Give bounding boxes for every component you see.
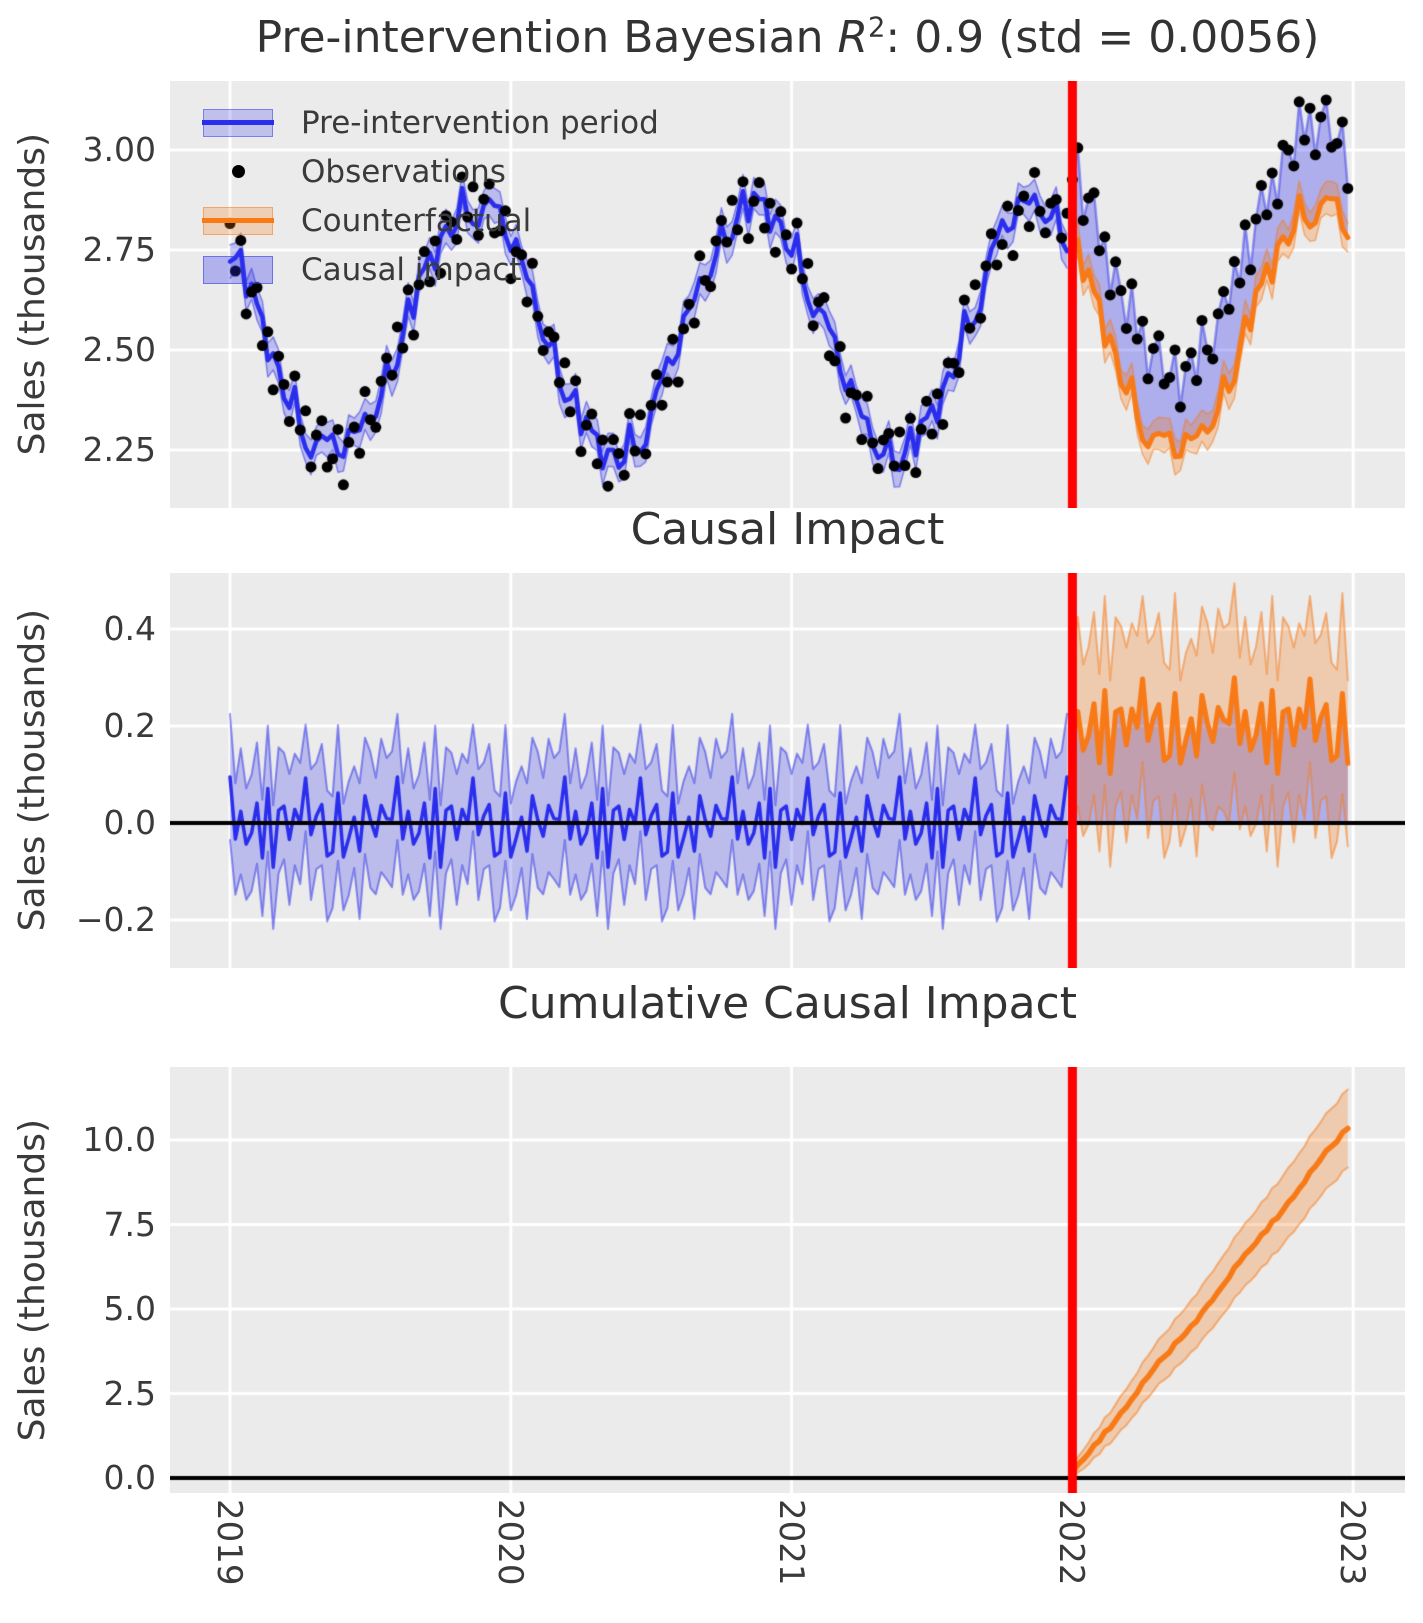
x-tick-label: 2021 — [770, 1499, 811, 1586]
legend: Pre-intervention period Observations Cou… — [202, 98, 659, 294]
impact-ylabel: Sales (thousands) — [11, 609, 53, 932]
cumulative-causal-impact-title: Cumulative Causal Impact — [498, 978, 1077, 1029]
x-tick-label: 2020 — [489, 1499, 530, 1586]
legend-label: Observations — [301, 153, 506, 190]
x-tick-label: 2022 — [1051, 1499, 1092, 1586]
pre-intervention-title: Pre-intervention Bayesian R2: 0.9 (std =… — [170, 12, 1405, 63]
causal-impact-patch-swatch — [203, 255, 273, 284]
legend-label: Pre-intervention period — [301, 104, 659, 141]
cumulative-y-tick-label: 0.0 — [103, 1458, 156, 1497]
legend-item-causal-impact: Causal impact — [203, 245, 659, 294]
observations-swatch-wrap — [203, 158, 273, 186]
counterfactual-line-swatch — [202, 218, 274, 223]
cumulative-y-tick-label: 5.0 — [103, 1289, 156, 1328]
impact-y-tick-label: 0.4 — [103, 609, 156, 648]
x-tick-label: 2023 — [1332, 1499, 1373, 1586]
pre-intervention-band-swatch — [202, 108, 274, 137]
title-suffix: : 0.9 (std = 0.0056) — [885, 12, 1320, 63]
pre-intervention-line-swatch — [202, 120, 274, 125]
observed-plot-canvas — [170, 81, 1405, 508]
cumulative-plot-canvas — [170, 1067, 1405, 1493]
observed-y-tick-label: 3.00 — [82, 130, 156, 169]
causal-impact-title: Causal Impact — [630, 504, 945, 555]
observed-y-tick-label: 2.25 — [82, 430, 156, 469]
x-tick-label: 2019 — [209, 1499, 249, 1586]
legend-label: Causal impact — [301, 251, 522, 288]
legend-item-counterfactual: Counterfactual — [202, 196, 659, 245]
r-squared-symbol: R — [837, 12, 869, 63]
cumulative-y-tick-label: 10.0 — [82, 1120, 156, 1159]
legend-item-pre-intervention-period: Pre-intervention period — [202, 98, 659, 147]
r-squared-exponent: 2 — [868, 12, 886, 44]
legend-item-observations: Observations — [203, 147, 659, 196]
impact-plot-canvas — [170, 573, 1405, 968]
title-prefix: Pre-intervention Bayesian — [255, 12, 838, 63]
observed-ylabel: Sales (thousands) — [11, 133, 53, 456]
observations-dot-swatch — [231, 165, 245, 178]
impact-y-tick-label: 0.0 — [103, 803, 156, 842]
observed-y-tick-label: 2.75 — [82, 230, 156, 269]
impact-y-tick-label: −0.2 — [75, 900, 156, 939]
cumulative-y-tick-label: 2.5 — [103, 1373, 156, 1413]
counterfactual-band-swatch — [202, 206, 274, 235]
cumulative-y-tick-label: 7.5 — [103, 1204, 156, 1244]
legend-label: Counterfactual — [301, 202, 532, 239]
impact-y-tick-label: 0.2 — [103, 706, 156, 745]
observed-y-tick-label: 2.50 — [82, 330, 156, 369]
